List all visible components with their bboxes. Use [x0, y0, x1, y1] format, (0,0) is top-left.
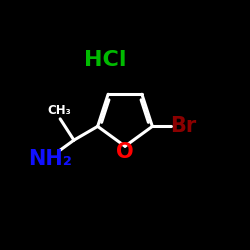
Text: HCl: HCl — [84, 50, 126, 70]
Text: O: O — [116, 142, 134, 163]
Text: NH₂: NH₂ — [28, 149, 72, 169]
Text: Br: Br — [170, 116, 197, 136]
Text: CH₃: CH₃ — [47, 104, 71, 117]
